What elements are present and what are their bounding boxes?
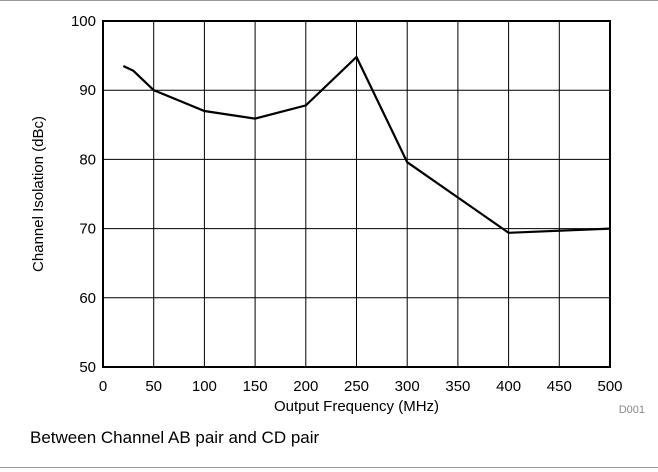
series-line bbox=[122, 55, 611, 234]
x-tick-label: 200 bbox=[293, 378, 318, 395]
y-tick-label: 100 bbox=[71, 13, 96, 30]
grid bbox=[102, 20, 611, 368]
x-tick-labels: 0 50 100 150 200 250 300 350 400 450 500 bbox=[99, 378, 623, 395]
top-rule bbox=[0, 0, 658, 1]
y-axis-label: Channel Isolation (dBc) bbox=[30, 116, 47, 272]
x-tick-label: 100 bbox=[192, 378, 217, 395]
y-tick-label: 80 bbox=[79, 151, 96, 168]
x-tick-label: 350 bbox=[445, 378, 470, 395]
x-tick-label: 50 bbox=[145, 378, 162, 395]
x-tick-label: 0 bbox=[99, 378, 107, 395]
plot-frame bbox=[102, 20, 611, 368]
bottom-rule bbox=[0, 467, 658, 468]
x-tick-label: 450 bbox=[547, 378, 572, 395]
y-tick-label: 90 bbox=[79, 82, 96, 99]
y-tick-label: 60 bbox=[79, 290, 96, 307]
x-tick-label: 500 bbox=[597, 378, 622, 395]
figure-code: D001 bbox=[619, 404, 645, 416]
y-tick-labels: 50 60 70 80 90 100 bbox=[71, 13, 96, 376]
x-tick-label: 400 bbox=[496, 378, 521, 395]
series-group bbox=[122, 55, 611, 234]
x-tick-label: 300 bbox=[395, 378, 420, 395]
figure-caption: Between Channel AB pair and CD pair bbox=[30, 428, 320, 447]
x-axis-label: Output Frequency (MHz) bbox=[274, 398, 439, 415]
y-tick-label: 70 bbox=[79, 221, 96, 238]
x-tick-label: 250 bbox=[344, 378, 369, 395]
x-tick-label: 150 bbox=[243, 378, 268, 395]
y-tick-label: 50 bbox=[79, 359, 96, 376]
